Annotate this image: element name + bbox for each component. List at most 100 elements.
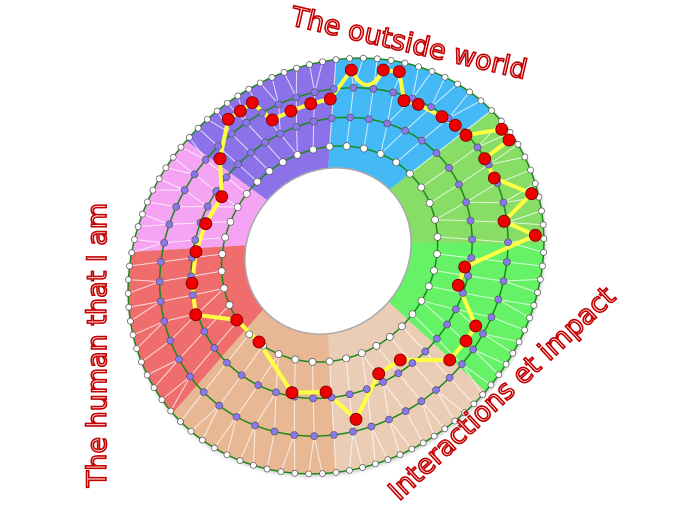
path-node (213, 152, 227, 166)
outer-node (177, 143, 185, 151)
inner-node (362, 385, 371, 393)
spoke-line (201, 405, 220, 441)
inner-node (433, 334, 441, 343)
inner-node (345, 390, 354, 399)
spoke-line (164, 239, 196, 244)
inner-node (210, 344, 219, 352)
spoke-line (329, 118, 333, 147)
spoke-line (461, 363, 484, 395)
outer-node (479, 391, 487, 398)
spoke-line (345, 358, 351, 395)
path-node (458, 260, 472, 274)
outer-node (441, 73, 449, 81)
path-node (495, 122, 509, 136)
outer-node (194, 124, 202, 132)
spoke-line (178, 331, 205, 360)
inner-node (502, 258, 511, 266)
outer-node (502, 360, 510, 368)
outer-node (138, 358, 145, 366)
path-node (372, 367, 386, 381)
outer-node (139, 210, 146, 218)
spoke-line (503, 183, 536, 204)
outer-node (454, 80, 461, 88)
outer-node (126, 262, 133, 270)
path-node (502, 133, 516, 147)
outer-node (451, 417, 459, 425)
spoke-line (472, 238, 509, 243)
spoke-line (312, 398, 315, 437)
inner-node (191, 236, 200, 244)
path-node (459, 128, 473, 142)
inner-node (349, 427, 357, 436)
outer-node (398, 322, 406, 331)
inner-node (201, 155, 210, 164)
outer-node (169, 153, 177, 161)
spoke-line (333, 59, 337, 90)
inner-node (223, 358, 231, 367)
outer-node (218, 250, 227, 258)
inner-node (394, 369, 403, 378)
outer-node (308, 358, 317, 366)
outer-node (540, 235, 548, 242)
outer-node (527, 166, 534, 174)
outer-node (256, 79, 264, 87)
inner-node (427, 103, 435, 111)
spoke-line (458, 164, 489, 185)
spoke-line (388, 419, 413, 450)
spoke-line (455, 308, 492, 318)
spoke-line (131, 242, 165, 254)
spoke-line (313, 436, 323, 474)
path-node (221, 112, 235, 126)
outer-node (396, 451, 404, 458)
inner-node (349, 83, 358, 92)
inner-node (290, 431, 299, 439)
spoke-line (380, 123, 388, 155)
inner-node (383, 119, 392, 128)
outer-node (332, 56, 340, 63)
inner-node (369, 85, 378, 93)
outer-node (129, 331, 137, 339)
spoke-line (370, 426, 389, 460)
path-node (451, 278, 465, 292)
spoke-line (348, 431, 354, 471)
outer-node (509, 349, 517, 357)
spoke-line (241, 345, 264, 376)
outer-node (242, 189, 251, 198)
sector-blue (328, 58, 492, 190)
outer-node (539, 262, 546, 270)
spoke-line (420, 401, 435, 437)
outer-node (431, 215, 439, 224)
inner-node (237, 371, 246, 380)
spoke-line (236, 384, 259, 418)
spoke-line (226, 176, 248, 195)
spoke-line (314, 61, 324, 93)
outer-node (278, 158, 287, 166)
inner-node (166, 336, 175, 345)
inner-node (172, 202, 181, 211)
outer-node (360, 54, 367, 62)
spoke-line (279, 133, 298, 156)
inner-node (367, 422, 376, 431)
spoke-line (237, 163, 258, 183)
spoke-line (498, 299, 530, 319)
path-node (319, 385, 333, 399)
spoke-line (370, 426, 376, 464)
inner-node (401, 407, 410, 415)
outer-node (487, 381, 495, 389)
outer-node (470, 400, 478, 408)
outer-node (226, 217, 235, 226)
inner-node (346, 113, 355, 122)
outer-node (125, 276, 132, 283)
nodes (124, 54, 548, 478)
spoke-line (461, 363, 492, 386)
outer-node (309, 145, 317, 154)
outer-node (158, 396, 166, 403)
inner-node (310, 88, 319, 97)
path-node (265, 113, 279, 127)
spoke-line (482, 333, 520, 343)
outer-node (461, 409, 468, 417)
inner-node (222, 173, 231, 182)
outer-node (495, 371, 503, 379)
spoke-line (308, 436, 315, 474)
spoke-line (465, 182, 498, 203)
